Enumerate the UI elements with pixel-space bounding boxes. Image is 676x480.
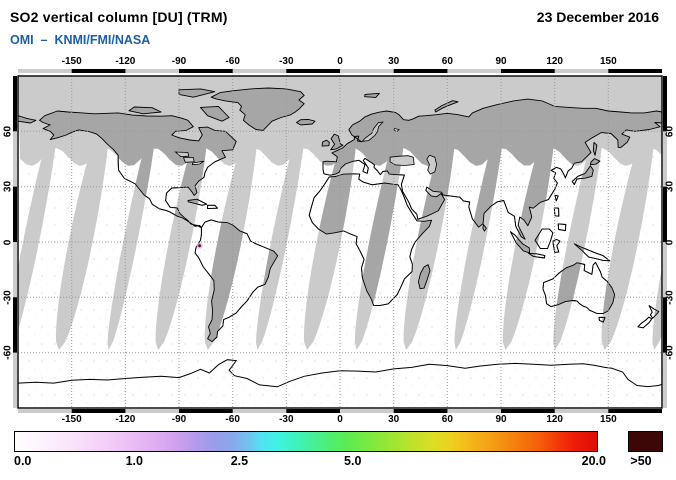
lon-tick-bottom: 150 <box>599 414 617 425</box>
lon-tick-top: -60 <box>225 56 240 67</box>
lon-tick-top: 120 <box>546 56 563 67</box>
lon-tick-bottom: -60 <box>225 414 240 425</box>
map-frame <box>17 75 663 409</box>
lon-tick-bottom: -150 <box>61 414 82 425</box>
lon-tick-bottom: 90 <box>495 414 507 425</box>
colorbar <box>14 431 598 452</box>
lon-tick-bottom: 60 <box>441 414 453 425</box>
instrument-source-label: OMI – KNMI/FMI/NASA <box>10 33 151 47</box>
lon-tick-bottom: 120 <box>546 414 563 425</box>
lon-tick-bottom: 30 <box>388 414 400 425</box>
lat-tick-left: 0 <box>2 239 14 245</box>
lon-tick-top: 0 <box>337 56 343 67</box>
colorbar-overflow-box <box>628 431 663 452</box>
lon-tick-top: 30 <box>388 56 400 67</box>
lon-tick-top: -120 <box>115 56 136 67</box>
lat-tick-left: -60 <box>2 345 14 360</box>
antarctica-coastline <box>18 359 662 388</box>
lat-tick-left: 60 <box>2 125 14 137</box>
colorbar-label-2.5: 2.5 <box>230 454 249 468</box>
page-title: SO2 vertical column [DU] (TRM) <box>10 9 228 25</box>
colorbar-overflow-label: >50 <box>630 454 652 468</box>
lon-tick-top: 150 <box>599 56 617 67</box>
lon-tick-bottom: -30 <box>279 414 294 425</box>
lon-tick-top: -150 <box>61 56 82 67</box>
colorbar-label-0.0: 0.0 <box>14 454 32 468</box>
graticule <box>18 76 662 408</box>
lat-tick-left: 30 <box>2 181 14 193</box>
lat-tick-right: -60 <box>664 345 676 360</box>
lon-tick-top: -90 <box>171 56 187 67</box>
colorbar-label-1.0: 1.0 <box>125 454 143 468</box>
map-content <box>18 76 662 408</box>
lon-tick-top: 60 <box>441 56 453 67</box>
lat-tick-left: -30 <box>2 290 14 305</box>
lon-tick-bottom: 0 <box>337 414 343 425</box>
lat-tick-right: -30 <box>664 290 676 305</box>
so2-plume-dot <box>198 244 202 248</box>
lon-tick-bottom: -120 <box>115 414 136 425</box>
lat-tick-right: 60 <box>664 125 676 137</box>
lon-tick-top: 90 <box>495 56 507 67</box>
plot-date: 23 December 2016 <box>536 9 659 25</box>
lat-tick-right: 0 <box>664 239 676 245</box>
lat-tick-right: 30 <box>664 181 676 193</box>
colorbar-label-20.0: 20.0 <box>581 454 606 468</box>
lon-tick-top: -30 <box>279 56 294 67</box>
coastlines <box>18 87 662 343</box>
colorbar-label-5.0: 5.0 <box>344 454 362 468</box>
lon-tick-bottom: -90 <box>171 414 187 425</box>
